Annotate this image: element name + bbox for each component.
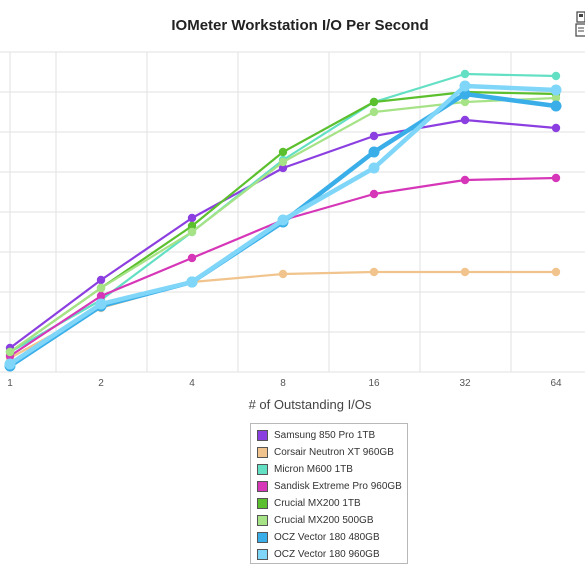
x-tick-label: 16: [368, 378, 380, 389]
data-point: [460, 267, 470, 277]
data-point: [369, 267, 379, 277]
legend-label: Samsung 850 Pro 1TB: [274, 430, 376, 441]
legend-swatch: [257, 532, 268, 543]
legend-item: Micron M600 1TB: [257, 461, 407, 478]
series-7: [4, 80, 562, 370]
legend-item: Sandisk Extreme Pro 960GB: [257, 478, 407, 495]
data-point: [551, 173, 561, 183]
data-point: [96, 283, 106, 293]
data-point: [550, 100, 562, 112]
legend-label: OCZ Vector 180 480GB: [274, 532, 380, 543]
legend-swatch: [257, 447, 268, 458]
legend-label: Crucial MX200 1TB: [274, 498, 361, 509]
data-point: [368, 162, 380, 174]
data-point: [278, 163, 288, 173]
legend-item: OCZ Vector 180 480GB: [257, 529, 407, 546]
data-point: [551, 71, 561, 81]
data-point: [460, 175, 470, 185]
legend-swatch: [257, 481, 268, 492]
series-6: [4, 88, 562, 372]
data-point: [187, 227, 197, 237]
x-tick-label: 4: [189, 378, 195, 389]
data-point: [187, 221, 197, 231]
series-line: [9, 270, 556, 359]
data-point: [369, 131, 379, 141]
x-tick-label: 32: [459, 378, 471, 389]
data-point: [278, 147, 288, 157]
x-tick-label: 2: [98, 378, 104, 389]
logo-icon: [575, 11, 585, 37]
data-point: [5, 347, 15, 357]
data-point: [369, 189, 379, 199]
legend: Samsung 850 Pro 1TB Corsair Neutron XT 96…: [250, 423, 408, 564]
data-point: [4, 358, 16, 370]
data-point: [460, 69, 470, 79]
data-point: [277, 214, 289, 226]
legend-item: Crucial MX200 1TB: [257, 495, 407, 512]
data-point: [551, 267, 561, 277]
chart-title: IOMeter Workstation I/O Per Second: [171, 17, 429, 34]
data-point: [369, 97, 379, 107]
data-point: [551, 123, 561, 133]
series-line: [9, 176, 557, 357]
legend-item: OCZ Vector 180 960GB: [257, 546, 407, 563]
data-point: [460, 97, 470, 107]
data-point: [459, 80, 471, 92]
data-point: [278, 157, 288, 167]
legend-swatch: [257, 464, 268, 475]
legend-swatch: [257, 430, 268, 441]
data-point: [368, 146, 380, 158]
x-tick-label: 1: [7, 378, 13, 389]
legend-item: Crucial MX200 500GB: [257, 512, 407, 529]
legend-label: Micron M600 1TB: [274, 464, 353, 475]
legend-label: OCZ Vector 180 960GB: [274, 549, 380, 560]
x-tick-label: 8: [280, 378, 286, 389]
data-point: [369, 107, 379, 117]
data-point: [96, 291, 106, 301]
data-point: [460, 115, 470, 125]
legend-swatch: [257, 549, 268, 560]
data-point: [95, 298, 107, 310]
legend-label: Corsair Neutron XT 960GB: [274, 447, 394, 458]
data-point: [550, 84, 562, 96]
data-point: [96, 275, 106, 285]
data-point: [187, 253, 197, 263]
legend-swatch: [257, 498, 268, 509]
series-5: [5, 93, 561, 357]
series-line: [8, 91, 557, 368]
data-point: [186, 276, 198, 288]
legend-item: Samsung 850 Pro 1TB: [257, 427, 407, 444]
data-point: [278, 269, 288, 279]
legend-item: Corsair Neutron XT 960GB: [257, 444, 407, 461]
legend-label: Sandisk Extreme Pro 960GB: [274, 481, 402, 492]
x-tick-label: 64: [550, 378, 562, 389]
legend-swatch: [257, 515, 268, 526]
x-axis-label: # of Outstanding I/Os: [248, 397, 372, 412]
data-point: [187, 213, 197, 223]
data-point: [551, 93, 561, 103]
legend-label: Crucial MX200 500GB: [274, 515, 374, 526]
